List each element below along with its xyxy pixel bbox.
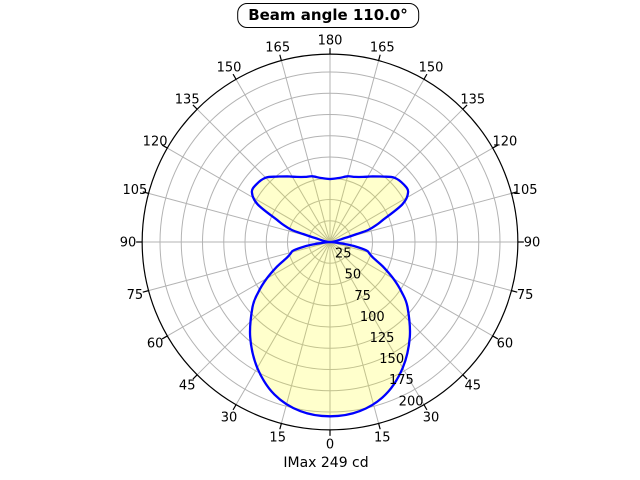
- polar-grid-ring: [244, 156, 416, 328]
- polar-grid-ring: [308, 220, 352, 264]
- angle-tick-mark: [492, 335, 499, 340]
- radial-tick-label: 125: [370, 331, 395, 346]
- angle-tick-mark: [232, 73, 237, 80]
- angle-tick-mark: [511, 290, 518, 293]
- angle-tick-mark: [511, 191, 518, 194]
- angle-tick-mark: [142, 290, 149, 293]
- polar-grid-ring: [159, 71, 501, 413]
- angle-tick-label: 180: [318, 34, 343, 49]
- angle-tick-label: 135: [460, 93, 485, 108]
- angle-tick-label: 105: [122, 183, 147, 198]
- angle-tick-label: 165: [265, 40, 290, 55]
- angle-tick-label: 60: [147, 337, 164, 352]
- polar-grid-ring: [287, 199, 373, 285]
- angle-tick-label: 120: [492, 135, 517, 150]
- angle-tick-label: 135: [175, 93, 200, 108]
- angle-tick-label: 0: [326, 438, 334, 453]
- angle-tick-mark: [423, 73, 428, 80]
- angle-tick-label: 105: [513, 183, 538, 198]
- angle-tick-label: 15: [374, 431, 391, 446]
- angle-tick-mark: [279, 54, 282, 61]
- radial-tick-label: 50: [345, 268, 362, 283]
- angle-tick-label: 30: [423, 410, 440, 425]
- angle-tick-label: 165: [370, 40, 395, 55]
- intensity-curve-upper_lobe: [250, 175, 410, 244]
- angle-tick-mark: [279, 423, 282, 430]
- angle-tick-mark: [378, 54, 381, 61]
- angle-tick-mark: [492, 144, 499, 149]
- polar-grid-ring: [202, 114, 458, 370]
- radial-tick-label: 150: [379, 352, 404, 367]
- angle-tick-mark: [462, 104, 468, 110]
- angle-tick-label: 15: [269, 431, 286, 446]
- angle-tick-label: 90: [120, 236, 137, 251]
- radial-tick-label: 75: [354, 289, 371, 304]
- polar-grid-ring: [180, 92, 480, 392]
- polar-grid-ring: [223, 135, 437, 349]
- radial-tick-label: 100: [360, 310, 385, 325]
- angle-tick-mark: [192, 374, 198, 380]
- angle-tick-label: 45: [465, 378, 482, 393]
- imax-label: IMax 249 cd: [283, 455, 369, 471]
- radial-tick-label: 200: [399, 394, 424, 409]
- chart-title: Beam angle 110.0°: [237, 3, 419, 28]
- angle-tick-mark: [161, 144, 168, 149]
- angle-tick-mark: [192, 104, 198, 110]
- angle-tick-label: 120: [143, 135, 168, 150]
- angle-tick-mark: [378, 423, 381, 430]
- angle-tick-mark: [232, 404, 237, 411]
- intensity-curve-lower_lobe: [248, 240, 412, 418]
- angle-tick-label: 90: [524, 236, 541, 251]
- angle-tick-label: 60: [497, 337, 514, 352]
- angle-tick-mark: [142, 191, 149, 194]
- angle-tick-mark: [462, 374, 468, 380]
- angle-tick-label: 75: [517, 288, 534, 303]
- angle-tick-mark: [161, 335, 168, 340]
- angle-tick-label: 30: [221, 410, 238, 425]
- angle-tick-mark: [423, 404, 428, 411]
- angle-tick-label: 75: [127, 288, 144, 303]
- radial-tick-label: 25: [335, 247, 352, 262]
- radial-tick-label: 175: [389, 373, 414, 388]
- angle-tick-label: 45: [179, 378, 196, 393]
- angle-tick-label: 150: [217, 61, 242, 76]
- angle-tick-label: 150: [419, 61, 444, 76]
